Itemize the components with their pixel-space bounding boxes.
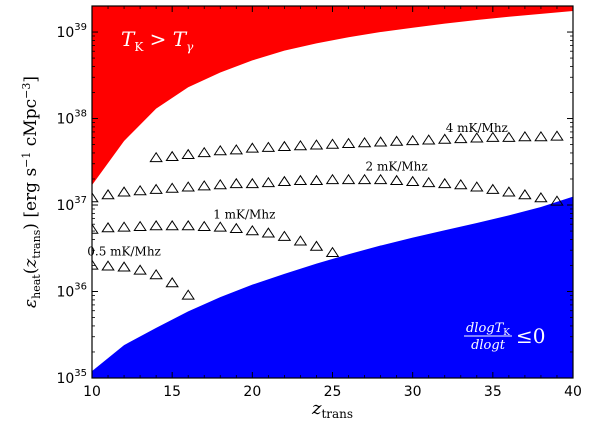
x-tick-label: 20	[243, 384, 261, 400]
x-axis-label: ztrans	[311, 398, 353, 421]
heated-region-label: TK > Tγ	[121, 27, 194, 54]
series-label: 0.5 mK/Mhz	[87, 245, 161, 259]
series-label: 4 mK/Mhz	[446, 121, 508, 135]
x-tick-label: 30	[404, 384, 422, 400]
y-tick-label: 1039	[56, 22, 87, 41]
y-tick-label: 1038	[56, 109, 87, 128]
x-tick-label: 15	[163, 384, 181, 400]
y-tick-label: 1036	[56, 282, 87, 301]
x-tick-label: 35	[484, 384, 502, 400]
series-label: 2 mK/Mhz	[366, 160, 428, 174]
y-axis-label: εheat(ztrans) [erg s−1 cMpc−3]	[20, 76, 43, 308]
cooling-label-denominator: dlogt	[471, 338, 506, 353]
x-tick-label: 25	[324, 384, 342, 400]
cooling-label-operator: ≤0	[516, 324, 545, 348]
y-tick-label: 1037	[56, 195, 87, 214]
x-tick-label: 40	[564, 384, 582, 400]
x-tick-label: 10	[83, 384, 101, 400]
series-label: 1 mK/Mhz	[213, 207, 275, 221]
